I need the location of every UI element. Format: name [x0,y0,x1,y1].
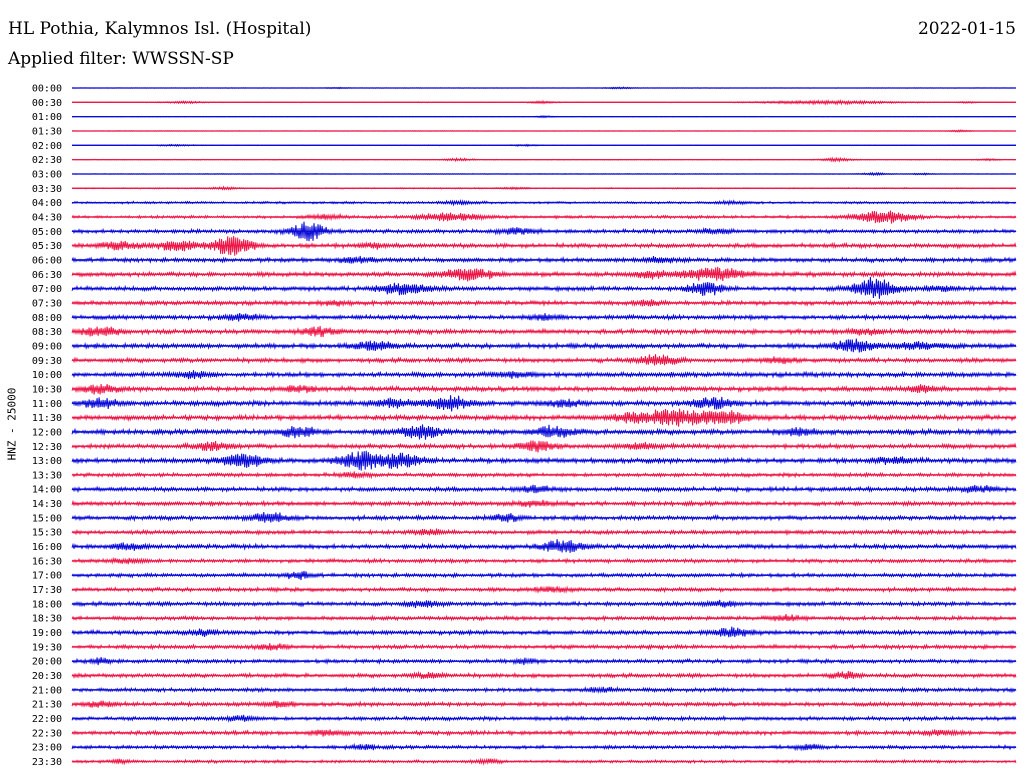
time-tick-label: 19:30 [32,642,62,653]
time-tick-label: 12:00 [32,427,62,438]
time-tick-label: 17:00 [32,571,62,582]
time-tick-label: 04:00 [32,198,62,209]
time-tick-label: 07:30 [32,298,62,309]
filter-label: Applied filter: WWSSN-SP [8,49,234,69]
time-tick-label: 05:30 [32,241,62,252]
time-tick-label: 10:00 [32,370,62,381]
time-tick-label: 10:30 [32,384,62,395]
time-tick-label: 09:30 [32,356,62,367]
time-tick-label: 20:00 [32,657,62,668]
time-tick-label: 16:00 [32,542,62,553]
time-tick-label: 09:00 [32,341,62,352]
time-tick-label: 15:00 [32,513,62,524]
trace-line [71,354,1017,366]
time-tick-label: 03:00 [32,169,62,180]
time-tick-label: 07:00 [32,284,62,295]
time-tick-label: 04:30 [32,212,62,223]
time-tick-label: 11:00 [32,399,62,410]
time-tick-label: 06:00 [32,255,62,266]
trace-line [71,276,1017,299]
time-tick-label: 02:00 [32,141,62,152]
time-tick-label: 00:00 [32,84,62,95]
time-tick-label: 20:30 [32,671,62,682]
time-tick-label: 03:30 [32,184,62,195]
time-tick-label: 06:30 [32,270,62,281]
time-tick-label: 12:30 [32,442,62,453]
time-tick-label: 14:30 [32,499,62,510]
time-tick-label: 21:00 [32,685,62,696]
time-tick-label: 21:30 [32,700,62,711]
time-tick-label: 01:30 [32,126,62,137]
time-tick-label: 01:00 [32,112,62,123]
time-tick-label: 16:30 [32,556,62,567]
trace-line [71,395,1017,412]
time-tick-label: 13:00 [32,456,62,467]
time-tick-label: 00:30 [32,98,62,109]
time-tick-label: 14:00 [32,485,62,496]
time-tick-label: 17:30 [32,585,62,596]
time-tick-label: 18:00 [32,599,62,610]
time-tick-label: 23:30 [32,757,62,768]
time-tick-label: 13:30 [32,470,62,481]
time-tick-label: 02:30 [32,155,62,166]
time-tick-label: 15:30 [32,528,62,539]
time-tick-label: 18:30 [32,614,62,625]
time-tick-label: 11:30 [32,413,62,424]
time-tick-label: 22:30 [32,728,62,739]
date-label: 2022-01-15 [917,19,1016,39]
time-tick-label: 08:00 [32,313,62,324]
station-title: HL Pothia, Kalymnos Isl. (Hospital) [8,19,312,39]
time-tick-label: 08:30 [32,327,62,338]
time-tick-label: 05:00 [32,227,62,238]
time-tick-label: 19:00 [32,628,62,639]
time-tick-label: 23:00 [32,743,62,754]
trace-line [71,312,1017,322]
time-tick-label: 22:00 [32,714,62,725]
